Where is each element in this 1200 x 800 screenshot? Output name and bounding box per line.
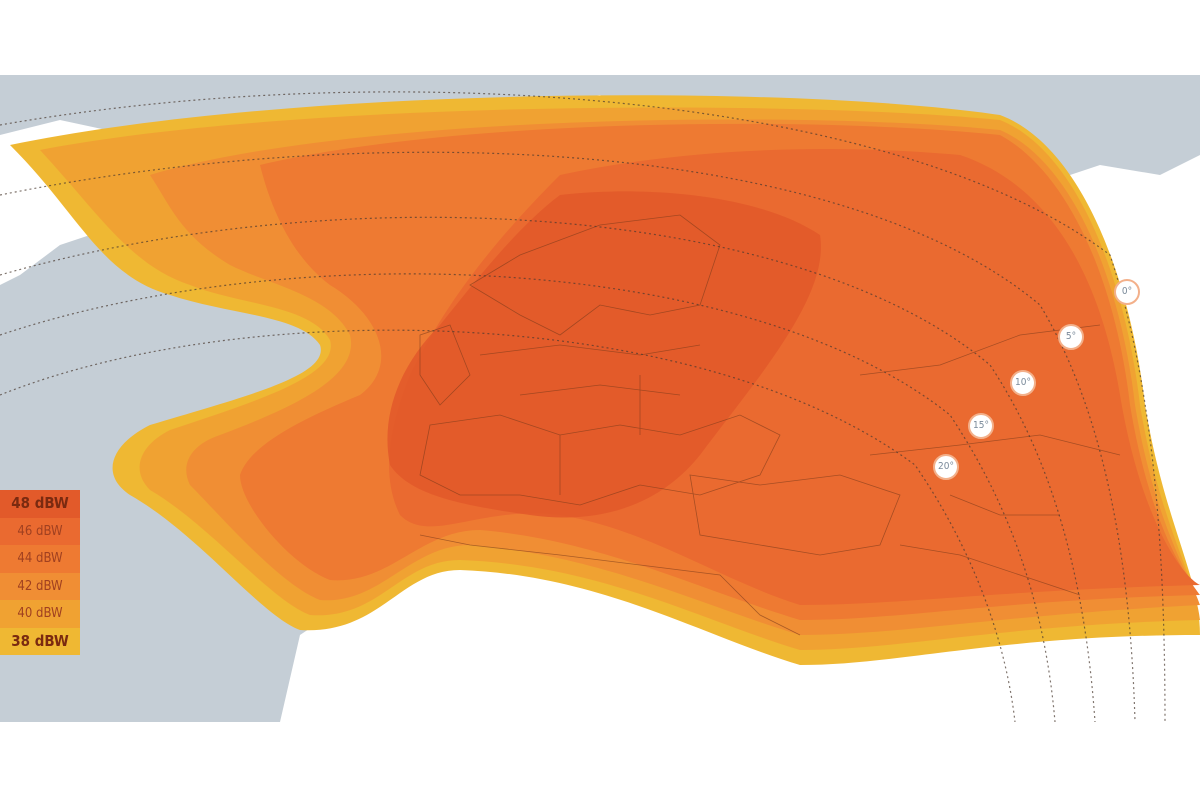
legend-item-48: 48 dBW xyxy=(0,490,80,518)
country-borders xyxy=(419,214,1121,636)
legend-item-46: 46 dBW xyxy=(0,517,80,545)
footprint-contours xyxy=(10,95,1200,665)
elevation-arcs xyxy=(0,91,1166,722)
elevation-label-10: 10° xyxy=(1010,370,1036,396)
legend-item-38: 38 dBW xyxy=(0,627,80,655)
elevation-label-20: 20° xyxy=(933,454,959,480)
contour-48 xyxy=(387,191,821,518)
legend: 48 dBW 46 dBW 44 dBW 42 dBW 40 dBW 38 dB… xyxy=(0,490,80,655)
legend-item-44: 44 dBW xyxy=(0,545,80,573)
elevation-label-0: 0° xyxy=(1114,279,1140,305)
coverage-map xyxy=(0,75,1200,722)
elevation-label-15: 15° xyxy=(968,413,994,439)
elevation-label-5: 5° xyxy=(1058,324,1084,350)
legend-item-42: 42 dBW xyxy=(0,572,80,600)
legend-item-40: 40 dBW xyxy=(0,600,80,628)
